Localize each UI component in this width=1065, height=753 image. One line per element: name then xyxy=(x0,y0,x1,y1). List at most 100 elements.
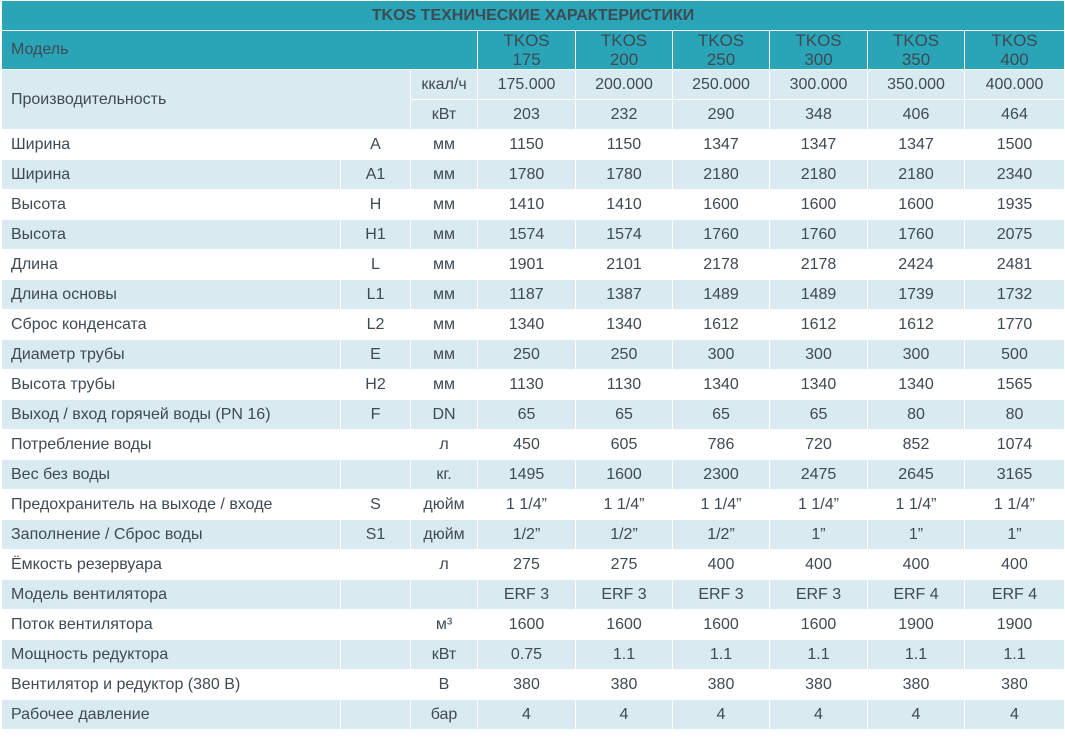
value-cell: 1” xyxy=(867,519,965,550)
value-cell: 1600 xyxy=(575,459,673,490)
spec-table: TKOS ТЕХНИЧЕСКИЕ ХАРАКТЕРИСТИКИ Модель T… xyxy=(1,0,1065,730)
value-cell: 1/2” xyxy=(575,519,673,550)
param-label: Выход / вход горячей воды (PN 16) xyxy=(1,399,341,430)
value-cell: 1340 xyxy=(575,309,673,340)
model-name-header: TKOS 300 xyxy=(769,30,868,70)
table-row: Модель вентилятора ERF 3 ERF 3 ERF 3 ERF 3 ER… xyxy=(1,579,1065,610)
table-row: Ширина A1 мм 1780 1780 2180 2180 2180 2340 xyxy=(1,159,1065,190)
param-label: Рабочее давление xyxy=(1,699,341,730)
value-cell: 2481 xyxy=(964,249,1065,280)
value-cell: 1410 xyxy=(575,189,673,220)
unit-cell: л xyxy=(410,429,478,460)
symbol-cell: H2 xyxy=(340,369,411,400)
model-label: Модель xyxy=(1,30,478,70)
value-cell: 1150 xyxy=(575,129,673,160)
value-cell: 1489 xyxy=(769,279,868,310)
title-row: TKOS ТЕХНИЧЕСКИЕ ХАРАКТЕРИСТИКИ xyxy=(1,0,1065,31)
symbol-cell xyxy=(340,459,411,490)
value-cell: 2424 xyxy=(867,249,965,280)
value-cell: 1347 xyxy=(867,129,965,160)
value-cell: 3165 xyxy=(964,459,1065,490)
value-cell: 1495 xyxy=(477,459,576,490)
param-label: Потребление воды xyxy=(1,429,341,460)
value-cell: 300.000 xyxy=(769,69,868,100)
table-row: Высота трубы H2 мм 1130 1130 1340 1340 1340 1565 xyxy=(1,369,1065,400)
value-cell: 1074 xyxy=(964,429,1065,460)
table-row: Высота H1 мм 1574 1574 1760 1760 1760 2075 xyxy=(1,219,1065,250)
value-cell: 1 1/4” xyxy=(672,489,770,520)
value-cell: 2178 xyxy=(769,249,868,280)
unit-cell: мм xyxy=(410,219,478,250)
table-row: Вес без воды кг. 1495 1600 2300 2475 2645 3165 xyxy=(1,459,1065,490)
param-label: Мощность редуктора xyxy=(1,639,341,670)
value-cell: 65 xyxy=(769,399,868,430)
value-cell: 275 xyxy=(477,549,576,580)
value-cell: 4 xyxy=(769,699,868,730)
value-cell: ERF 3 xyxy=(769,579,868,610)
value-cell: 1612 xyxy=(769,309,868,340)
value-cell: 275 xyxy=(575,549,673,580)
value-cell: 1” xyxy=(769,519,868,550)
value-cell: 400 xyxy=(769,549,868,580)
table-row: Выход / вход горячей воды (PN 16) F DN 65 65… xyxy=(1,399,1065,430)
value-cell: 1935 xyxy=(964,189,1065,220)
value-cell: 1565 xyxy=(964,369,1065,400)
symbol-cell xyxy=(340,609,411,640)
symbol-cell xyxy=(340,549,411,580)
value-cell: 250 xyxy=(477,339,576,370)
unit-cell: мм xyxy=(410,369,478,400)
value-cell: 1.1 xyxy=(575,639,673,670)
symbol-cell: A xyxy=(340,129,411,160)
value-cell: 400 xyxy=(867,549,965,580)
param-label: Ширина xyxy=(1,129,341,160)
value-cell: 1 1/4” xyxy=(867,489,965,520)
value-cell: 2075 xyxy=(964,219,1065,250)
unit-cell: мм xyxy=(410,189,478,220)
unit-cell: л xyxy=(410,549,478,580)
value-cell: 1732 xyxy=(964,279,1065,310)
value-cell: 400 xyxy=(672,549,770,580)
unit-cell: м³ xyxy=(410,609,478,640)
unit-cell: мм xyxy=(410,309,478,340)
symbol-cell: E xyxy=(340,339,411,370)
value-cell: 1600 xyxy=(575,609,673,640)
value-cell: 1900 xyxy=(964,609,1065,640)
model-name-header: TKOS 200 xyxy=(575,30,673,70)
unit-cell: дюйм xyxy=(410,489,478,520)
unit-cell: DN xyxy=(410,399,478,430)
table-row: Рабочее давление бар 4 4 4 4 4 4 xyxy=(1,699,1065,730)
value-cell: 65 xyxy=(575,399,673,430)
param-label: Вентилятор и редуктор (380 В) xyxy=(1,669,341,700)
value-cell: 1187 xyxy=(477,279,576,310)
table-row: Производительность ккал/ч 175.000 200.000 25… xyxy=(1,69,1065,130)
value-cell: ERF 3 xyxy=(575,579,673,610)
unit-cell: В xyxy=(410,669,478,700)
value-cell: ERF 3 xyxy=(672,579,770,610)
param-label: Сброс конденсата xyxy=(1,309,341,340)
value-cell: 1901 xyxy=(477,249,576,280)
value-cell: 1410 xyxy=(477,189,576,220)
table-row: Длина основы L1 мм 1187 1387 1489 1489 1739 1732 xyxy=(1,279,1065,310)
table-row: Мощность редуктора кВт 0.75 1.1 1.1 1.1 1.1 1.1 xyxy=(1,639,1065,670)
value-cell: 1574 xyxy=(477,219,576,250)
value-cell: 2475 xyxy=(769,459,868,490)
value-cell: 203 xyxy=(477,99,576,130)
value-cell: 1/2” xyxy=(672,519,770,550)
value-cell: 1130 xyxy=(477,369,576,400)
value-cell: 1600 xyxy=(672,609,770,640)
table-row: Сброс конденсата L2 мм 1340 1340 1612 1612 1612… xyxy=(1,309,1065,340)
value-cell: 450 xyxy=(477,429,576,460)
symbol-cell xyxy=(340,429,411,460)
unit-cell: кВт xyxy=(410,99,478,130)
model-name-header: TKOS 250 xyxy=(672,30,770,70)
param-label: Высота xyxy=(1,189,341,220)
param-label: Ширина xyxy=(1,159,341,190)
value-cell: 1/2” xyxy=(477,519,576,550)
table-row: Потребление воды л 450 605 786 720 852 1074 xyxy=(1,429,1065,460)
value-cell: 500 xyxy=(964,339,1065,370)
value-cell: 2300 xyxy=(672,459,770,490)
param-label: Поток вентилятора xyxy=(1,609,341,640)
unit-cell: дюйм xyxy=(410,519,478,550)
